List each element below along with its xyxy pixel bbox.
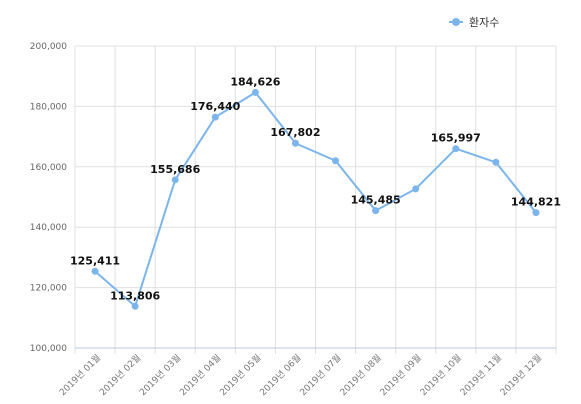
data-point bbox=[332, 157, 340, 165]
data-point bbox=[532, 209, 540, 217]
y-tick-label: 160,000 bbox=[30, 163, 67, 173]
y-tick-label: 140,000 bbox=[30, 223, 67, 233]
data-point bbox=[171, 176, 179, 184]
data-label: 155,686 bbox=[150, 163, 200, 176]
series-line bbox=[94, 91, 537, 308]
data-label: 184,626 bbox=[230, 75, 280, 88]
y-tick-label: 180,000 bbox=[30, 102, 67, 112]
data-label: 165,997 bbox=[431, 132, 481, 145]
x-tick-label: 2019년 06월 bbox=[257, 352, 304, 399]
x-tick-label: 2019년 02월 bbox=[97, 352, 144, 399]
x-tick-label: 2019년 08월 bbox=[337, 352, 384, 399]
data-labels: 125,411 113,806 155,686 176,440 184,626 167,8… bbox=[70, 75, 561, 302]
x-tick-label: 2019년 04월 bbox=[177, 352, 224, 399]
legend-label: 환자수 bbox=[469, 16, 499, 29]
data-label: 167,802 bbox=[270, 126, 320, 139]
data-label: 125,411 bbox=[70, 254, 120, 267]
x-tick-label: 2019년 01월 bbox=[57, 352, 104, 399]
x-tick-label: 2019년 03월 bbox=[137, 352, 184, 399]
legend[interactable]: 환자수 bbox=[449, 16, 499, 29]
data-point bbox=[91, 267, 99, 275]
y-tick-label: 200,000 bbox=[30, 42, 67, 52]
data-point bbox=[452, 145, 460, 153]
data-point bbox=[131, 302, 139, 310]
y-axis-tick-labels: 100,000 120,000 140,000 160,000 180,000 200,0… bbox=[30, 42, 67, 354]
x-tick-label: 2019년 10월 bbox=[417, 352, 464, 399]
y-tick-label: 120,000 bbox=[30, 284, 67, 294]
x-tick-label: 2019년 12월 bbox=[498, 352, 545, 399]
x-tick-label: 2019년 05월 bbox=[217, 352, 264, 399]
data-label: 176,440 bbox=[190, 100, 240, 113]
data-point bbox=[291, 139, 299, 147]
data-label: 145,485 bbox=[351, 194, 401, 207]
x-gridlines bbox=[74, 46, 557, 354]
data-point bbox=[492, 158, 500, 166]
legend-marker-icon bbox=[452, 18, 460, 26]
x-tick-label: 2019년 09월 bbox=[377, 352, 424, 399]
x-tick-label: 2019년 11월 bbox=[457, 352, 504, 399]
series-patient-count bbox=[91, 88, 540, 310]
data-point bbox=[251, 88, 259, 96]
data-point bbox=[211, 113, 219, 121]
data-label: 144,821 bbox=[511, 196, 561, 209]
y-tick-label: 100,000 bbox=[30, 344, 67, 354]
data-point bbox=[372, 207, 380, 215]
data-label: 113,806 bbox=[110, 289, 160, 302]
x-tick-label: 2019년 07월 bbox=[297, 352, 344, 399]
data-point bbox=[412, 185, 420, 193]
